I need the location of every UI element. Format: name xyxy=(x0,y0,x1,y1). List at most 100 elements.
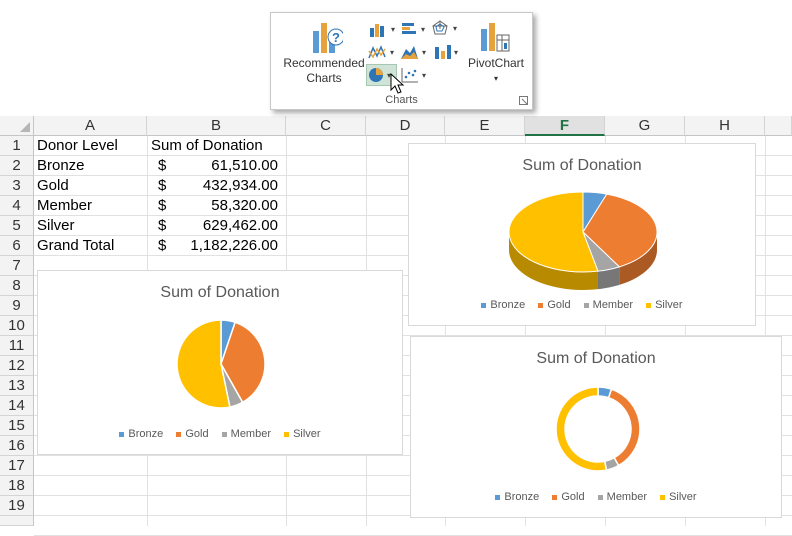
ribbon-charts-group: ? Recommended Charts ▾ ▾ ▾ ▾ ▾ ▾ xyxy=(270,12,533,110)
legend-item-gold: Gold xyxy=(538,299,571,311)
row-header-10[interactable]: 10 xyxy=(0,316,34,336)
row-header-12[interactable]: 12 xyxy=(0,356,34,376)
pie-slice-gold[interactable] xyxy=(582,193,658,268)
column-header-g[interactable]: G xyxy=(605,116,685,136)
dialog-launcher-icon[interactable] xyxy=(519,96,528,105)
legend-swatch xyxy=(221,431,227,437)
svg-text:▾: ▾ xyxy=(387,71,391,80)
legend-swatch xyxy=(495,494,501,500)
gridline xyxy=(34,335,792,336)
chart-pie-3d[interactable]: Sum of Donation Bronze Gold Member Silve… xyxy=(408,143,756,326)
row-header-4[interactable]: 4 xyxy=(0,196,34,216)
row-header-1[interactable]: 1 xyxy=(0,136,34,156)
legend-swatch xyxy=(646,302,652,308)
legend-swatch xyxy=(538,302,544,308)
chart-legend: Bronze Gold Member Silver xyxy=(411,491,781,503)
cell-a5[interactable]: Silver xyxy=(37,217,75,234)
cell-b1[interactable]: Sum of Donation xyxy=(151,137,263,154)
row-header-9[interactable]: 9 xyxy=(0,296,34,316)
gridline xyxy=(605,136,606,526)
recommended-charts-icon: ? xyxy=(313,23,343,53)
svg-text:▾: ▾ xyxy=(422,71,426,80)
gridline xyxy=(445,136,446,526)
cell-a2[interactable]: Bronze xyxy=(37,157,85,174)
row-header-20[interactable] xyxy=(0,516,34,526)
radar-chart-button[interactable]: ▾ xyxy=(431,19,461,37)
row-header-18[interactable]: 18 xyxy=(0,476,34,496)
stock-chart-button[interactable]: ▾ xyxy=(433,43,461,61)
pie-slice-silver[interactable] xyxy=(508,191,599,273)
legend-swatch xyxy=(583,302,589,308)
row-header-5[interactable]: 5 xyxy=(0,216,34,236)
cell-a4[interactable]: Member xyxy=(37,197,93,214)
cell-a3[interactable]: Gold xyxy=(37,177,69,194)
row-header-6[interactable]: 6 xyxy=(0,236,34,256)
row-header-16[interactable]: 16 xyxy=(0,436,34,456)
legend-item-gold: Gold xyxy=(176,428,209,440)
column-header-b[interactable]: B xyxy=(147,116,286,136)
svg-text:?: ? xyxy=(332,30,340,45)
cell-b5-currency: $ xyxy=(158,217,167,234)
pivotchart-icon xyxy=(481,23,510,52)
gridline xyxy=(525,136,526,526)
gridline xyxy=(685,136,686,526)
column-chart-button[interactable]: ▾ xyxy=(368,20,396,38)
legend-swatch xyxy=(284,431,290,437)
row-header-13[interactable]: 13 xyxy=(0,376,34,396)
chart-legend: Bronze Gold Member Silver xyxy=(409,299,755,311)
pivotchart-button[interactable]: PivotChart ▾ xyxy=(467,56,525,83)
cell-a1[interactable]: Donor Level xyxy=(37,137,118,154)
bar-chart-button[interactable]: ▾ xyxy=(400,20,428,38)
cell-b4[interactable]: 58,320.00 xyxy=(211,197,278,214)
chart-legend: Bronze Gold Member Silver xyxy=(38,428,402,440)
row-header-3[interactable]: 3 xyxy=(0,176,34,196)
doughnut-segment-silver[interactable] xyxy=(555,386,608,472)
legend-item-bronze: Bronze xyxy=(119,428,163,440)
cell-b3[interactable]: 432,934.00 xyxy=(202,177,278,194)
row-header-17[interactable]: 17 xyxy=(0,456,34,476)
pie-slice-silver[interactable] xyxy=(176,319,231,409)
row-header-15[interactable]: 15 xyxy=(0,416,34,436)
ribbon-group-label: Charts xyxy=(385,94,418,106)
svg-text:▾: ▾ xyxy=(453,24,457,33)
column-header-next[interactable] xyxy=(765,116,792,136)
chart-pie-2d[interactable]: Sum of Donation Bronze Gold Member Silve… xyxy=(37,270,403,455)
column-header-c[interactable]: C xyxy=(286,116,366,136)
legend-item-gold: Gold xyxy=(552,491,585,503)
cell-b6[interactable]: 1,182,226.00 xyxy=(190,237,278,254)
legend-item-member: Member xyxy=(597,491,647,503)
column-header-h[interactable]: H xyxy=(685,116,765,136)
legend-item-bronze: Bronze xyxy=(495,491,539,503)
doughnut-segment-gold[interactable] xyxy=(607,388,641,467)
line-chart-button[interactable]: ▾ xyxy=(368,43,396,61)
row-header-7[interactable]: 7 xyxy=(0,256,34,276)
area-chart-button[interactable]: ▾ xyxy=(400,43,428,61)
column-header-a[interactable]: A xyxy=(34,116,147,136)
column-header-e[interactable]: E xyxy=(445,116,525,136)
cell-b6-currency: $ xyxy=(158,237,167,254)
cell-b2[interactable]: 61,510.00 xyxy=(211,157,278,174)
pie-chart-icon: ▾ xyxy=(369,68,391,82)
legend-swatch xyxy=(481,302,487,308)
row-header-8[interactable]: 8 xyxy=(0,276,34,296)
pie-plot-area xyxy=(176,319,266,409)
pie3d-plot-area xyxy=(508,191,658,290)
recommended-charts-button[interactable]: Recommended Charts xyxy=(283,56,365,85)
svg-text:▾: ▾ xyxy=(391,25,395,34)
cell-b2-currency: $ xyxy=(158,157,167,174)
column-header-d[interactable]: D xyxy=(366,116,445,136)
select-all-corner[interactable] xyxy=(0,116,34,136)
legend-swatch xyxy=(119,431,125,437)
cell-a6[interactable]: Grand Total xyxy=(37,237,115,254)
chart-doughnut[interactable]: Sum of Donation Bronze Gold Member Silve… xyxy=(410,336,782,518)
row-header-14[interactable]: 14 xyxy=(0,396,34,416)
legend-swatch xyxy=(176,431,182,437)
legend-item-member: Member xyxy=(221,428,271,440)
chart-title: Sum of Donation xyxy=(536,350,656,367)
row-header-11[interactable]: 11 xyxy=(0,336,34,356)
row-header-19[interactable]: 19 xyxy=(0,496,34,516)
column-header-f[interactable]: F xyxy=(525,116,605,136)
scatter-chart-button[interactable]: ▾ xyxy=(400,66,430,84)
cell-b5[interactable]: 629,462.00 xyxy=(202,217,278,234)
row-header-2[interactable]: 2 xyxy=(0,156,34,176)
